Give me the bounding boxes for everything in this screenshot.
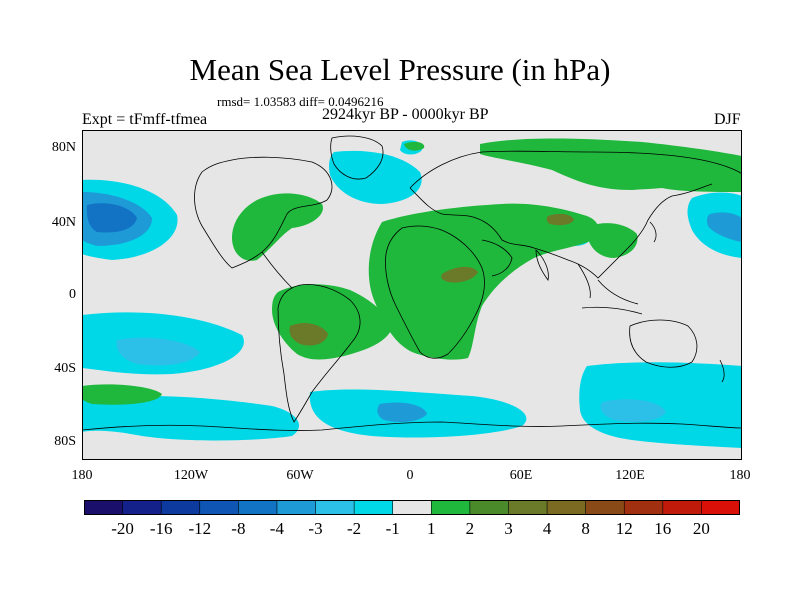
lon-label-60e: 60E [509,468,533,483]
coast-south-america [277,284,361,423]
coast-indonesia [581,306,643,315]
coast-north-america [194,156,333,269]
anomaly-southern-indian [579,362,742,448]
anomaly-core-south-america [289,323,328,346]
colorbar-cell-3 [199,500,240,515]
lon-label-180e: 180 [729,468,751,483]
negative-anomaly-regions [82,140,742,448]
anomaly-southern-ocean-west [82,395,300,441]
season-label: DJF [714,111,741,128]
lon-label-120e: 120E [615,468,645,483]
colorbar-label: -1 [385,519,400,538]
anomaly-southern-atlantic-west [82,384,162,405]
anomaly-north-pacific-east-2 [706,212,742,242]
colorbar-cell-10 [469,500,510,515]
experiment-label: Expt = tFmff-tfmea [82,111,208,128]
coast-australia [629,319,698,368]
coast-southeast-asia [577,263,639,305]
colorbar-cell-12 [546,500,587,515]
lon-label-60w: 60W [286,468,314,483]
anomaly-south-pacific-core [116,337,200,366]
colorbar-label: 4 [542,519,552,538]
colorbar-cell-14 [623,500,664,515]
colorbar-frame [84,500,740,515]
lat-label-0: 0 [69,287,76,302]
lon-label-180w: 180 [71,468,93,483]
colorbar [84,500,740,515]
coast-arabia [481,239,513,277]
anomaly-southern-indian-core [600,399,666,422]
coastlines [82,135,742,431]
anomaly-north-pacific-core [86,203,137,233]
colorbar-cell-5 [276,500,317,515]
colorbar-cell-8 [392,500,433,515]
coast-india [535,249,549,281]
coast-greenland [330,135,384,180]
coast-central-america [261,251,293,289]
anomaly-core-arabia [441,266,478,283]
pressure-map [82,130,742,460]
lat-label-40s: 40S [54,361,76,376]
colorbar-label: -3 [308,519,323,538]
anomaly-north-atlantic [329,150,422,204]
colorbar-label: 12 [615,519,633,538]
colorbar-label: 20 [692,519,710,538]
colorbar-label: -8 [231,519,246,538]
anomaly-north-america [232,193,323,261]
coast-antarctica [82,421,742,431]
colorbar-label: -12 [188,519,212,538]
colorbar-cell-0 [84,500,124,515]
coast-japan [649,221,657,243]
coast-africa [385,225,485,359]
lat-label-40n: 40N [51,215,76,230]
colorbar-label: -20 [111,519,134,538]
coast-europe-asia [409,150,742,279]
colorbar-cell-7 [353,500,394,515]
colorbar-cell-13 [585,500,626,515]
page-title: Mean Sea Level Pressure (in hPa) [189,52,611,87]
colorbar-label: 2 [465,519,475,538]
lat-label-80s: 80S [54,434,76,449]
colorbar-cell-6 [315,500,355,515]
colorbar-cell-15 [662,500,703,515]
colorbar-cell-11 [508,500,548,515]
anomaly-arctic-small [404,141,425,151]
coast-new-zealand [719,359,725,383]
colorbar-label: 3 [504,519,513,538]
colorbar-cell-16 [701,500,740,515]
colorbar-label: -4 [269,519,284,538]
lon-label-120w: 120W [173,468,209,483]
colorbar-label: -16 [149,519,173,538]
colorbar-label: 8 [581,519,590,538]
anomaly-core-central-asia [546,213,574,226]
anomaly-arctic-eurasia-east [641,166,742,192]
colorbar-cell-1 [122,500,162,515]
map-frame [82,130,742,460]
colorbar-cell-4 [238,500,278,515]
lat-label-80n: 80N [51,140,76,155]
stats-text: rmsd= 1.03583 diff= 0.0496216 [217,94,384,109]
anomaly-india-china [588,223,638,258]
colorbar-cell-2 [160,500,201,515]
anomaly-southern-ocean-center-core [377,402,427,422]
anomaly-africa-asia [368,203,599,360]
period-label: 2924kyr BP - 0000kyr BP [322,106,489,123]
colorbar-label: -2 [347,519,362,538]
colorbar-label: 1 [427,519,436,538]
lon-label-0: 0 [406,468,414,483]
colorbar-cell-9 [430,500,471,515]
colorbar-label: 16 [654,519,672,538]
